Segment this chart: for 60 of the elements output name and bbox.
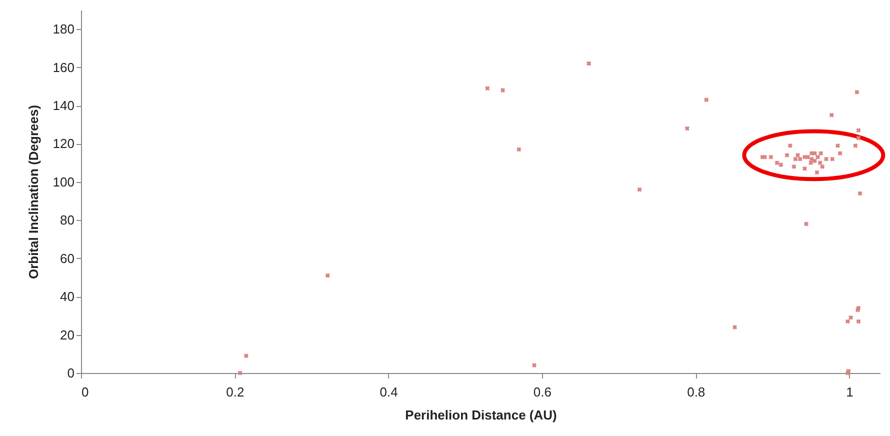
point xyxy=(637,187,642,192)
point xyxy=(684,126,690,131)
point xyxy=(244,353,248,358)
point xyxy=(485,86,490,91)
point xyxy=(768,154,774,160)
point xyxy=(238,370,242,376)
point xyxy=(838,150,842,156)
point xyxy=(516,147,522,152)
y-tick-label: 20 xyxy=(60,327,74,342)
point xyxy=(814,170,820,175)
y-tick-label: 120 xyxy=(52,136,74,152)
point xyxy=(774,160,780,166)
point xyxy=(818,160,822,166)
y-tick-label: 40 xyxy=(60,289,74,304)
point xyxy=(824,156,829,162)
point xyxy=(835,143,840,148)
point xyxy=(856,319,861,324)
y-tick-label: 60 xyxy=(60,250,74,266)
y-tick-label: 80 xyxy=(60,212,74,228)
y-tick-label: 100 xyxy=(52,174,74,190)
x-tick-label: 0.8 xyxy=(687,384,706,400)
y-tick-label: 140 xyxy=(52,98,74,114)
point xyxy=(586,61,592,66)
point xyxy=(845,319,850,324)
point xyxy=(778,162,784,168)
point xyxy=(795,152,800,158)
x-tick-label: 0.4 xyxy=(380,384,398,400)
point xyxy=(829,112,834,118)
point xyxy=(732,324,738,330)
point xyxy=(808,160,814,166)
point xyxy=(325,273,330,278)
y-axis-title: Orbital Inclination (Degrees) xyxy=(26,104,41,280)
point xyxy=(784,152,790,158)
point xyxy=(704,97,709,102)
x-axis-title: Perihelion Distance (AU) xyxy=(405,408,557,422)
point xyxy=(792,164,796,169)
point xyxy=(815,154,820,160)
point xyxy=(802,166,808,171)
y-tick-label: 0 xyxy=(67,366,74,380)
point xyxy=(856,128,861,133)
point xyxy=(818,150,824,156)
y-tick-label: 160 xyxy=(52,60,74,75)
x-tick-label: 0.2 xyxy=(226,384,244,400)
point xyxy=(798,156,802,162)
point xyxy=(848,315,854,320)
y-tick-label: 180 xyxy=(52,22,74,37)
point xyxy=(804,222,809,226)
point xyxy=(854,90,860,94)
point xyxy=(820,164,825,169)
x-tick-label: 1 xyxy=(846,384,854,400)
point xyxy=(853,143,858,148)
point xyxy=(788,143,792,148)
point xyxy=(858,191,862,196)
point xyxy=(793,156,798,162)
point xyxy=(812,158,818,164)
x-tick-label: 0.6 xyxy=(533,384,552,400)
point xyxy=(500,88,506,93)
point xyxy=(532,363,537,368)
x-tick-label: 0 xyxy=(82,384,89,400)
point xyxy=(830,156,835,162)
